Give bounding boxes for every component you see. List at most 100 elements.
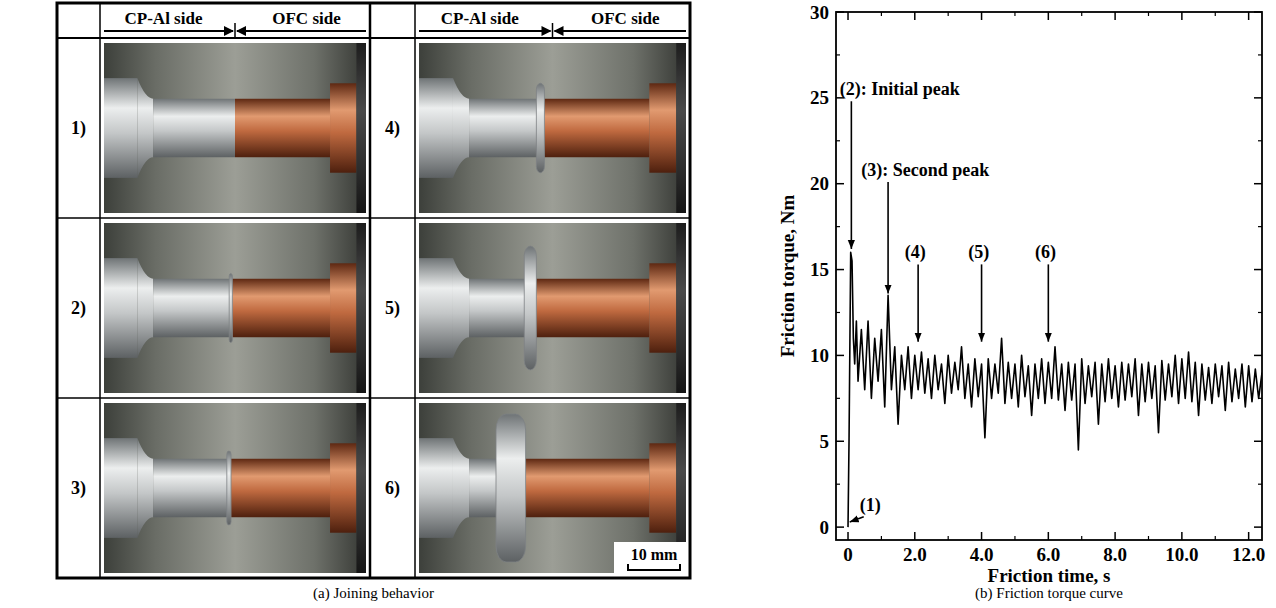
annotation-label: (4) (905, 242, 926, 263)
table-rule (414, 3, 416, 578)
y-tick (1254, 441, 1262, 443)
x-minor-tick (881, 536, 882, 540)
y-tick-label: 20 (810, 173, 829, 194)
y-tick-label: 10 (810, 345, 829, 366)
x-tick (1181, 12, 1183, 20)
x-tick (981, 12, 983, 20)
y-minor-tick (836, 398, 840, 399)
frame-label: 6) (385, 478, 400, 499)
header-divider (234, 23, 236, 37)
x-tick (1248, 532, 1250, 540)
al-rod (153, 279, 232, 337)
x-tick-label: 8.0 (1103, 544, 1127, 565)
x-tick (1114, 532, 1116, 540)
x-minor-tick (1148, 536, 1149, 540)
x-minor-tick (948, 12, 949, 16)
x-tick (1181, 532, 1183, 540)
y-tick (836, 11, 844, 13)
annotation-arrow (1048, 264, 1050, 341)
y-minor-tick (1258, 140, 1262, 141)
x-tick (1248, 12, 1250, 20)
cu-shoulder (330, 443, 356, 532)
flash (524, 246, 536, 370)
al-shoulder (418, 438, 453, 538)
x-tick (981, 532, 983, 540)
y-tick-label: 25 (810, 87, 829, 108)
scale-bar-label: 10 mm (631, 546, 678, 563)
photo-border (418, 222, 687, 394)
y-minor-tick (836, 54, 840, 55)
x-tick-label: 0 (843, 544, 853, 565)
y-tick (1254, 526, 1262, 528)
annotation-label: (5) (968, 242, 989, 263)
x-minor-tick (881, 12, 882, 16)
panel-caption: (a) Joining behavior (313, 585, 434, 602)
al-fillet (453, 78, 469, 178)
al-fillet (453, 438, 469, 538)
annotation-label: (1) (860, 495, 881, 516)
photo-background (418, 402, 687, 574)
x-tick (1114, 12, 1116, 20)
frame-label: 5) (385, 298, 400, 319)
y-tick (836, 355, 844, 357)
y-minor-tick (836, 312, 840, 313)
header-arrow (236, 26, 246, 36)
annotation-label: (6) (1035, 242, 1056, 263)
al-shoulder (103, 258, 137, 358)
photo (103, 42, 367, 214)
y-minor-tick (1258, 398, 1262, 399)
photo-background (103, 402, 367, 574)
scale-bar-ground (614, 542, 688, 574)
annotation-arrow (850, 517, 864, 522)
y-tick-label: 5 (820, 431, 830, 452)
cu-shoulder (330, 83, 356, 172)
y-tick (1254, 11, 1262, 13)
annotation-arrow (887, 182, 889, 294)
al-shoulder (103, 438, 137, 538)
cu-rod (235, 99, 330, 157)
cu-shoulder (330, 263, 356, 352)
frame-label: 3) (71, 478, 86, 499)
y-tick-label: 30 (810, 2, 829, 23)
y-tick-label: 15 (810, 259, 829, 280)
flash (229, 274, 232, 343)
photo-background (103, 222, 367, 394)
x-minor-tick (1148, 12, 1149, 16)
header-left: CP-Al side (441, 9, 519, 28)
photo (103, 222, 367, 394)
al-rod (469, 99, 544, 157)
header-rule (237, 30, 366, 32)
plot-frame (836, 12, 1262, 540)
x-axis-title: Friction time, s (988, 565, 1111, 586)
photo-border (103, 222, 367, 394)
photo-border (103, 402, 367, 574)
photo (418, 42, 687, 214)
y-tick (836, 441, 844, 443)
chuck (676, 222, 687, 394)
photo (103, 402, 367, 574)
table-frame (57, 3, 690, 578)
cu-rod (526, 459, 650, 517)
y-tick (1254, 355, 1262, 357)
header-rule (104, 30, 233, 32)
chuck (356, 222, 367, 394)
x-tick-label: 12.0 (1232, 544, 1265, 565)
cu-rod (232, 279, 330, 337)
photo-border (103, 42, 367, 214)
photo (418, 402, 687, 574)
y-tick (1254, 97, 1262, 99)
al-fillet (137, 78, 153, 178)
photo-panel: CP-Al sideOFC sideCP-Al sideOFC side1)2)… (57, 3, 690, 602)
al-shoulder (418, 78, 453, 178)
flash (227, 451, 231, 525)
chuck (356, 42, 367, 214)
annotation-label: (2): Initial peak (840, 79, 960, 100)
al-fillet (137, 438, 153, 538)
table-rule (57, 397, 690, 399)
y-minor-tick (1258, 484, 1262, 485)
header-arrow (542, 26, 552, 36)
chuck (676, 42, 687, 214)
flash (496, 414, 526, 562)
x-tick (914, 532, 916, 540)
frame-label: 2) (71, 298, 86, 319)
